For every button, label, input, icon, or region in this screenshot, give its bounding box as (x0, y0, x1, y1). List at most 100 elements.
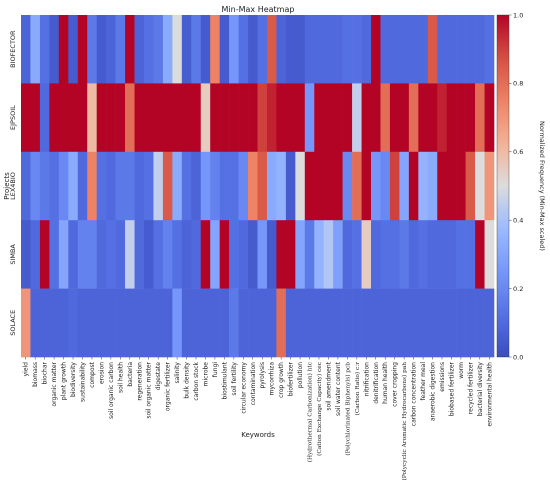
heatmap-cell (380, 288, 391, 358)
heatmap-cell (484, 83, 495, 153)
heatmap-cell (484, 151, 495, 221)
heatmap-cell (266, 288, 277, 358)
heatmap-cell (418, 220, 429, 289)
heatmap-cell (484, 15, 495, 84)
heatmap-cell (276, 83, 287, 153)
heatmap-cell (285, 151, 296, 221)
heatmap-cell (39, 288, 50, 358)
column-label: contamination (250, 362, 257, 405)
colorbar-tick-label: 0.4 (513, 217, 523, 225)
heatmap-cell (143, 220, 154, 289)
heatmap-cell (333, 83, 343, 153)
heatmap-cell (134, 15, 145, 84)
heatmap-cell (304, 220, 315, 289)
heatmap-cell (295, 151, 306, 221)
heatmap-cell (87, 15, 97, 84)
column-label: circular economy (240, 362, 247, 414)
column-label: biomass (32, 362, 39, 387)
heatmap-cell (304, 83, 315, 153)
heatmap-cell (134, 151, 145, 221)
heatmap-cell (49, 83, 60, 153)
heatmap-cell (200, 83, 211, 153)
heatmap-cell (248, 15, 258, 84)
heatmap-cell (475, 83, 485, 153)
heatmap-cell (342, 15, 353, 84)
heatmap-cell (68, 151, 79, 221)
heatmap-cell (418, 288, 429, 358)
heatmap-cell (352, 15, 362, 84)
heatmap-cell (389, 15, 400, 84)
row-label: SIMBA (9, 244, 17, 265)
heatmap-cell (162, 15, 173, 84)
heatmap-cell (162, 220, 173, 289)
heatmap-cell (219, 151, 230, 221)
column-label: human health (382, 362, 389, 404)
heatmap-cell (39, 220, 50, 289)
column-label: crop growth (278, 362, 285, 398)
heatmap-cell (399, 83, 410, 153)
heatmap-cell (484, 220, 495, 289)
colorbar-tick-label: 0.0 (513, 353, 523, 361)
heatmap-cell (210, 83, 220, 153)
heatmap-cell (39, 83, 50, 153)
heatmap-cell (323, 220, 334, 289)
heatmap-cell (465, 151, 476, 221)
heatmap-cell (276, 15, 287, 84)
heatmap-cell (210, 15, 220, 84)
heatmap-cell (134, 83, 145, 153)
heatmap-cell (304, 288, 315, 358)
heatmap-cell (342, 288, 353, 358)
heatmap-cell (200, 151, 211, 221)
heatmap-cell (39, 15, 50, 84)
heatmap-cell (456, 220, 466, 289)
heatmap-cell (229, 151, 239, 221)
heatmap-cell (21, 151, 31, 221)
heatmap-cell (39, 151, 50, 221)
heatmap-cell (257, 83, 268, 153)
heatmap-cell (427, 83, 438, 153)
heatmap-cell (465, 15, 476, 84)
heatmap-cell (361, 288, 372, 358)
column-label: soil amendment (325, 361, 332, 410)
heatmap-cell (172, 15, 183, 84)
heatmap-cell (30, 220, 41, 289)
heatmap-cell (446, 220, 457, 289)
heatmap-cell (465, 220, 476, 289)
heatmap-cell (314, 220, 325, 289)
heatmap-cell (333, 15, 343, 84)
column-label: biofertilizer (288, 361, 295, 396)
heatmap-cell (115, 288, 126, 358)
heatmap-cell (389, 151, 400, 221)
column-label: denitrification (373, 362, 380, 404)
heatmap-cell (143, 288, 154, 358)
heatmap-cell (427, 15, 438, 84)
heatmap-cell (371, 220, 381, 289)
heatmap-cell (437, 151, 447, 221)
heatmap-cell (371, 83, 381, 153)
column-label: (Hydrothermal Carbonization) htc (307, 362, 314, 462)
heatmap-cell (475, 220, 485, 289)
heatmap-cell (314, 288, 325, 358)
heatmap-cell (352, 220, 362, 289)
column-label: soil fertility (231, 362, 238, 396)
heatmap-cell (200, 220, 211, 289)
heatmap-cell (446, 151, 457, 221)
column-label: anaerobic digestion (430, 362, 437, 421)
column-label: (Polycyclic Aromatic Hydrocarbons) pah (401, 362, 408, 480)
heatmap-cell (446, 15, 457, 84)
column-label: biochar (42, 361, 49, 384)
heatmap-cell (389, 83, 400, 153)
heatmap-cell (352, 151, 362, 221)
heatmap-cell (248, 83, 258, 153)
heatmap-cell (77, 288, 88, 358)
heatmap-cell (276, 151, 287, 221)
heatmap-cell (295, 220, 306, 289)
heatmap-cell (238, 288, 249, 358)
heatmap-cell (380, 151, 391, 221)
heatmap-cell (96, 83, 107, 153)
heatmap-cell (96, 288, 107, 358)
column-label: nitrification (363, 362, 370, 396)
heatmap-cell (87, 83, 97, 153)
heatmap-cell (465, 83, 476, 153)
